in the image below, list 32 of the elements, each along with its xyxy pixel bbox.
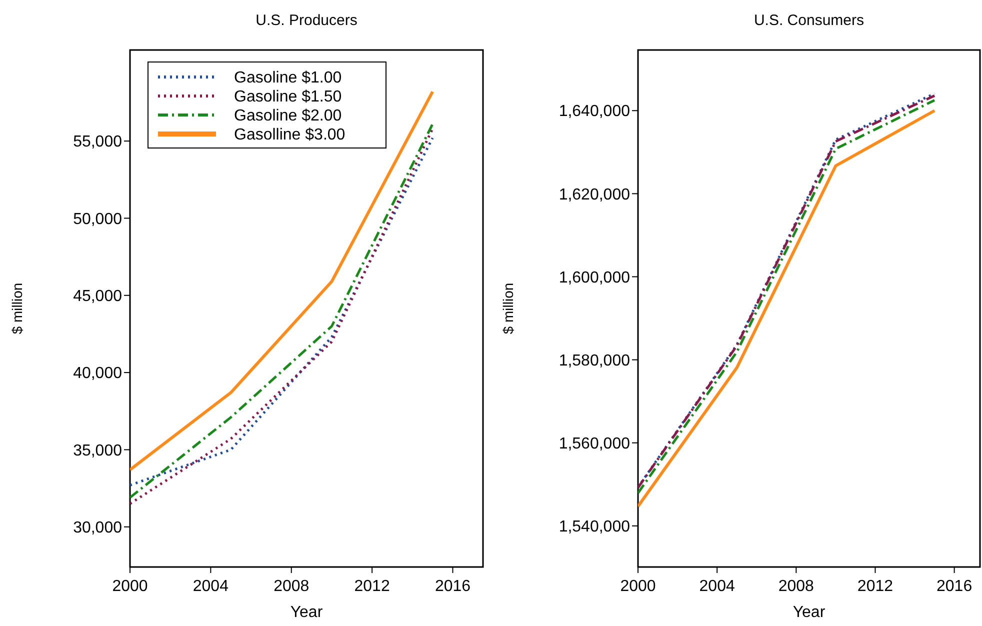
y-tick-label: 45,000	[73, 288, 122, 305]
y-tick-label: 1,560,000	[558, 435, 630, 452]
y-tick-label: 1,540,000	[558, 518, 630, 536]
y-tick-label: 40,000	[73, 365, 122, 382]
y-tick-label: 50,000	[73, 210, 122, 228]
y-tick-label: 55,000	[73, 134, 122, 151]
y-tick-label: 30,000	[73, 519, 122, 536]
x-tick-label: 2004	[699, 578, 735, 595]
y-tick-label: 1,580,000	[558, 352, 630, 370]
y-tick-label: 1,600,000	[558, 269, 630, 286]
y-tick-label: 1,620,000	[558, 186, 630, 204]
y-axis-title: $ million	[9, 282, 25, 334]
chart-title: U.S. Producers	[256, 12, 358, 29]
x-tick-label: 2004	[192, 578, 229, 595]
chart-title: U.S. Consumers	[754, 12, 864, 29]
x-tick-label: 2008	[778, 578, 814, 595]
y-axis-title: $ million	[500, 282, 516, 334]
legend-label: Gasoline $2.00	[234, 108, 342, 125]
x-tick-label: 2000	[112, 578, 148, 595]
x-tick-label: 2016	[434, 578, 471, 595]
y-tick-label: 35,000	[73, 442, 122, 460]
x-tick-label: 2008	[274, 578, 310, 595]
x-axis-title: Year	[792, 604, 826, 621]
x-tick-label: 2012	[354, 578, 390, 595]
x-tick-label: 2000	[620, 578, 656, 595]
legend-label: Gasoline $1.50	[234, 88, 342, 106]
x-axis-title: Year	[290, 604, 324, 621]
legend-label: Gasolline $3.00	[234, 126, 346, 144]
x-tick-label: 2016	[936, 578, 972, 595]
x-tick-label: 2012	[857, 578, 894, 595]
y-tick-label: 1,640,000	[558, 103, 630, 120]
legend-label: Gasoline $1.00	[234, 70, 342, 87]
